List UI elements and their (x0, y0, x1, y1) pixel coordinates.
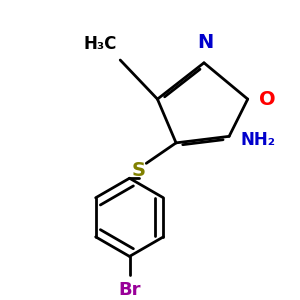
Text: N: N (197, 33, 213, 52)
Text: Br: Br (118, 280, 141, 298)
Text: NH₂: NH₂ (240, 131, 275, 149)
Text: H₃C: H₃C (83, 34, 116, 52)
Text: S: S (132, 161, 146, 180)
Text: O: O (259, 90, 275, 109)
